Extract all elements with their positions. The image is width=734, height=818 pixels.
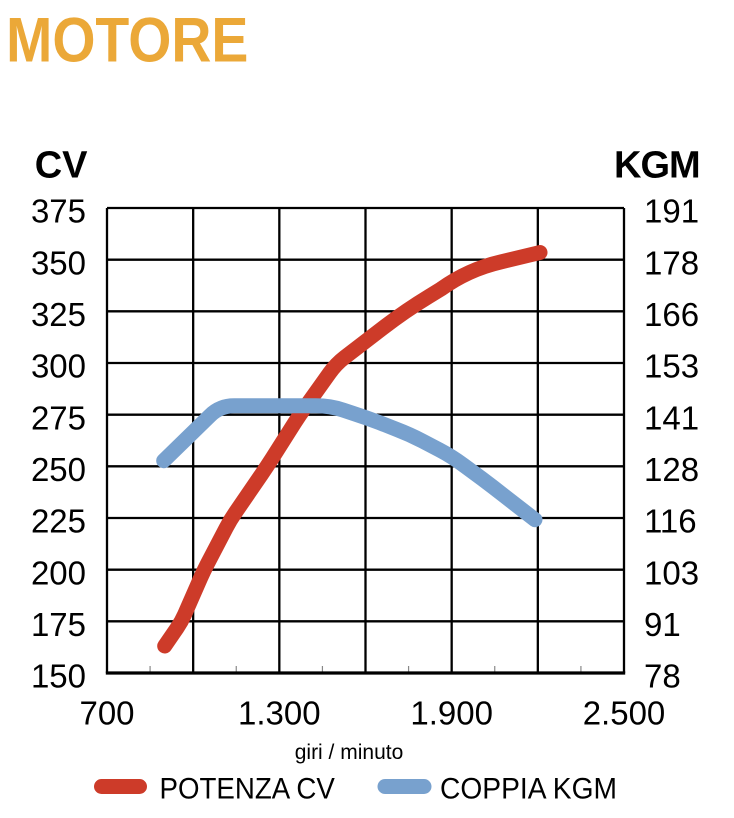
svg-text:200: 200 xyxy=(31,554,86,591)
svg-text:166: 166 xyxy=(644,296,699,333)
svg-text:128: 128 xyxy=(644,451,699,488)
svg-text:275: 275 xyxy=(31,399,86,436)
svg-text:CV: CV xyxy=(35,144,88,186)
svg-text:1.900: 1.900 xyxy=(410,695,493,732)
svg-text:175: 175 xyxy=(31,606,86,643)
svg-text:78: 78 xyxy=(644,658,681,695)
svg-text:91: 91 xyxy=(644,606,681,643)
svg-text:700: 700 xyxy=(79,695,134,732)
svg-text:MOTORE: MOTORE xyxy=(6,4,248,75)
svg-text:191: 191 xyxy=(644,193,699,230)
svg-text:2.500: 2.500 xyxy=(583,695,666,732)
svg-text:225: 225 xyxy=(31,503,86,540)
svg-text:150: 150 xyxy=(31,658,86,695)
svg-text:POTENZA CV: POTENZA CV xyxy=(160,773,335,806)
svg-text:116: 116 xyxy=(644,503,697,540)
svg-text:250: 250 xyxy=(31,451,86,488)
svg-text:178: 178 xyxy=(644,244,699,281)
svg-text:153: 153 xyxy=(644,348,699,385)
svg-text:1.300: 1.300 xyxy=(238,695,321,732)
svg-text:KGM: KGM xyxy=(614,144,700,186)
svg-text:COPPIA KGM: COPPIA KGM xyxy=(440,773,617,806)
svg-text:300: 300 xyxy=(31,348,86,385)
svg-text:141: 141 xyxy=(644,399,699,436)
svg-text:325: 325 xyxy=(31,296,86,333)
svg-text:103: 103 xyxy=(644,554,699,591)
svg-text:giri / minuto: giri / minuto xyxy=(295,741,404,764)
svg-text:375: 375 xyxy=(31,193,86,230)
svg-text:350: 350 xyxy=(31,244,86,281)
